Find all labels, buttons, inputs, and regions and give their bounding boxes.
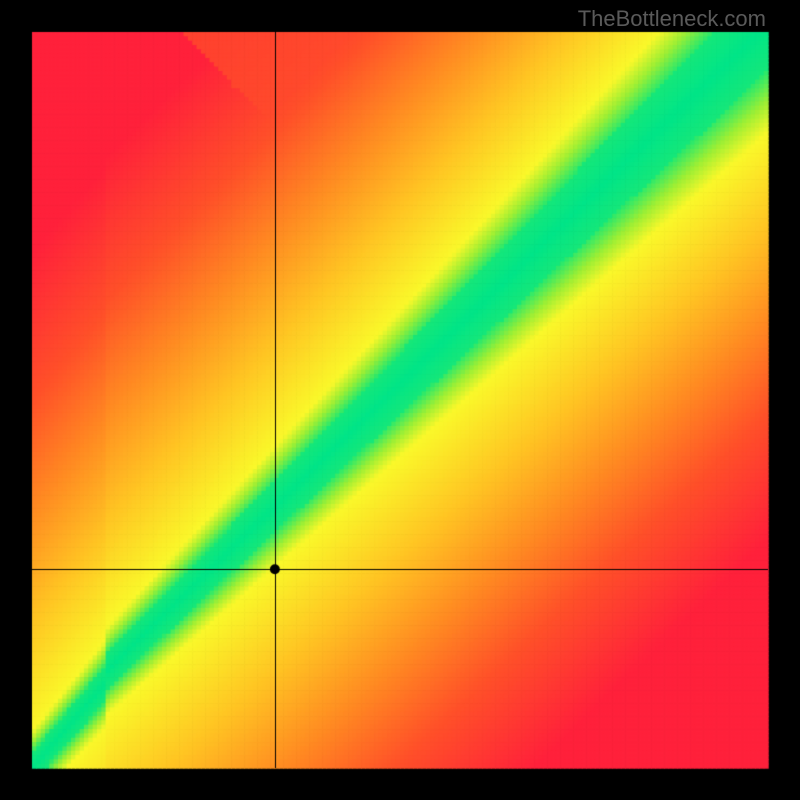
watermark-text: TheBottleneck.com [578,6,766,32]
heatmap-canvas [0,0,800,800]
chart-container: TheBottleneck.com [0,0,800,800]
